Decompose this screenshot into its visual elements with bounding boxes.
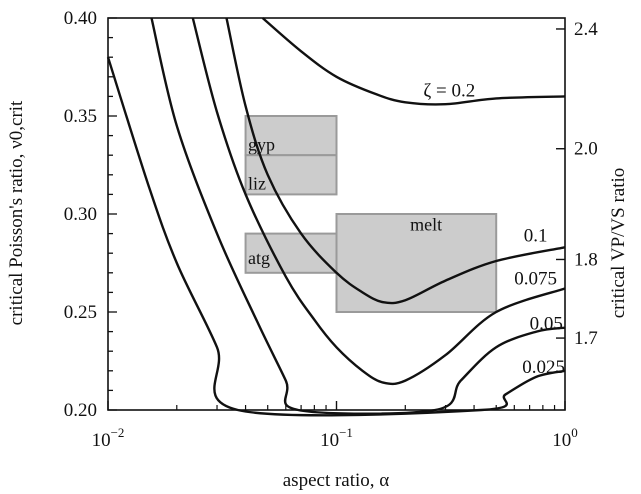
- region-box-atg: [244, 232, 338, 274]
- series-line-0.05: [150, 17, 566, 415]
- series-label-0.2: ζ = 0.2: [423, 80, 475, 101]
- y-tick-label: 0.25: [64, 302, 97, 323]
- y-tick-label: 0.35: [64, 106, 97, 127]
- region-label-gyp: gyp: [248, 134, 275, 154]
- x-tick-base: 10: [320, 430, 339, 451]
- region-boxes: gyp liz atg melt: [244, 115, 498, 313]
- region-box-liz: [244, 154, 338, 196]
- x-axis-title: aspect ratio, α: [283, 470, 390, 491]
- x-tick-label: 10−1: [320, 425, 353, 451]
- series-labels: ζ = 0.2 0.1 0.075 0.05 0.025: [423, 80, 565, 377]
- y-tick-label: 0.40: [64, 8, 97, 29]
- series-label-0.025: 0.025: [522, 357, 565, 378]
- region-label-melt: melt: [410, 215, 442, 235]
- series-label-0.1: 0.1: [524, 225, 548, 246]
- series-line-0.075: [191, 17, 566, 386]
- y-axis-title: critical Poisson's ratio, ν0,crit: [6, 100, 27, 325]
- x-axis-ticks: 10−2 10−1 100: [92, 401, 578, 451]
- series-line-0.2: [261, 17, 566, 106]
- y-tick-label: 0.20: [64, 400, 97, 421]
- right-tick-label: 2.4: [574, 19, 598, 40]
- x-tick-base: 10: [552, 430, 571, 451]
- y-tick-label: 0.30: [64, 204, 97, 225]
- series-label-0.075: 0.075: [514, 269, 557, 290]
- right-tick-label: 1.7: [574, 328, 598, 349]
- series-line-0.1: [225, 17, 566, 305]
- right-tick-label: 2.0: [574, 139, 598, 160]
- y-axis-ticks: 0.20 0.25 0.30 0.35 0.40: [64, 8, 117, 421]
- region-box-gyp: [244, 115, 338, 157]
- series-label-0.05: 0.05: [530, 314, 563, 335]
- x-tick-exponent: −2: [111, 425, 125, 440]
- x-tick-exponent: −1: [339, 425, 353, 440]
- x-tick-label: 100: [552, 425, 578, 451]
- x-tick-base: 10: [92, 430, 111, 451]
- x-tick-exponent: 0: [571, 425, 578, 440]
- right-axis-ticks: 1.7 1.8 2.0 2.4: [556, 19, 598, 349]
- region-label-liz: liz: [248, 174, 266, 194]
- right-axis-title: critical VP/VS ratio: [608, 168, 629, 319]
- right-tick-label: 1.8: [574, 249, 598, 270]
- region-label-atg: atg: [248, 248, 270, 268]
- x-tick-label: 10−2: [92, 425, 125, 451]
